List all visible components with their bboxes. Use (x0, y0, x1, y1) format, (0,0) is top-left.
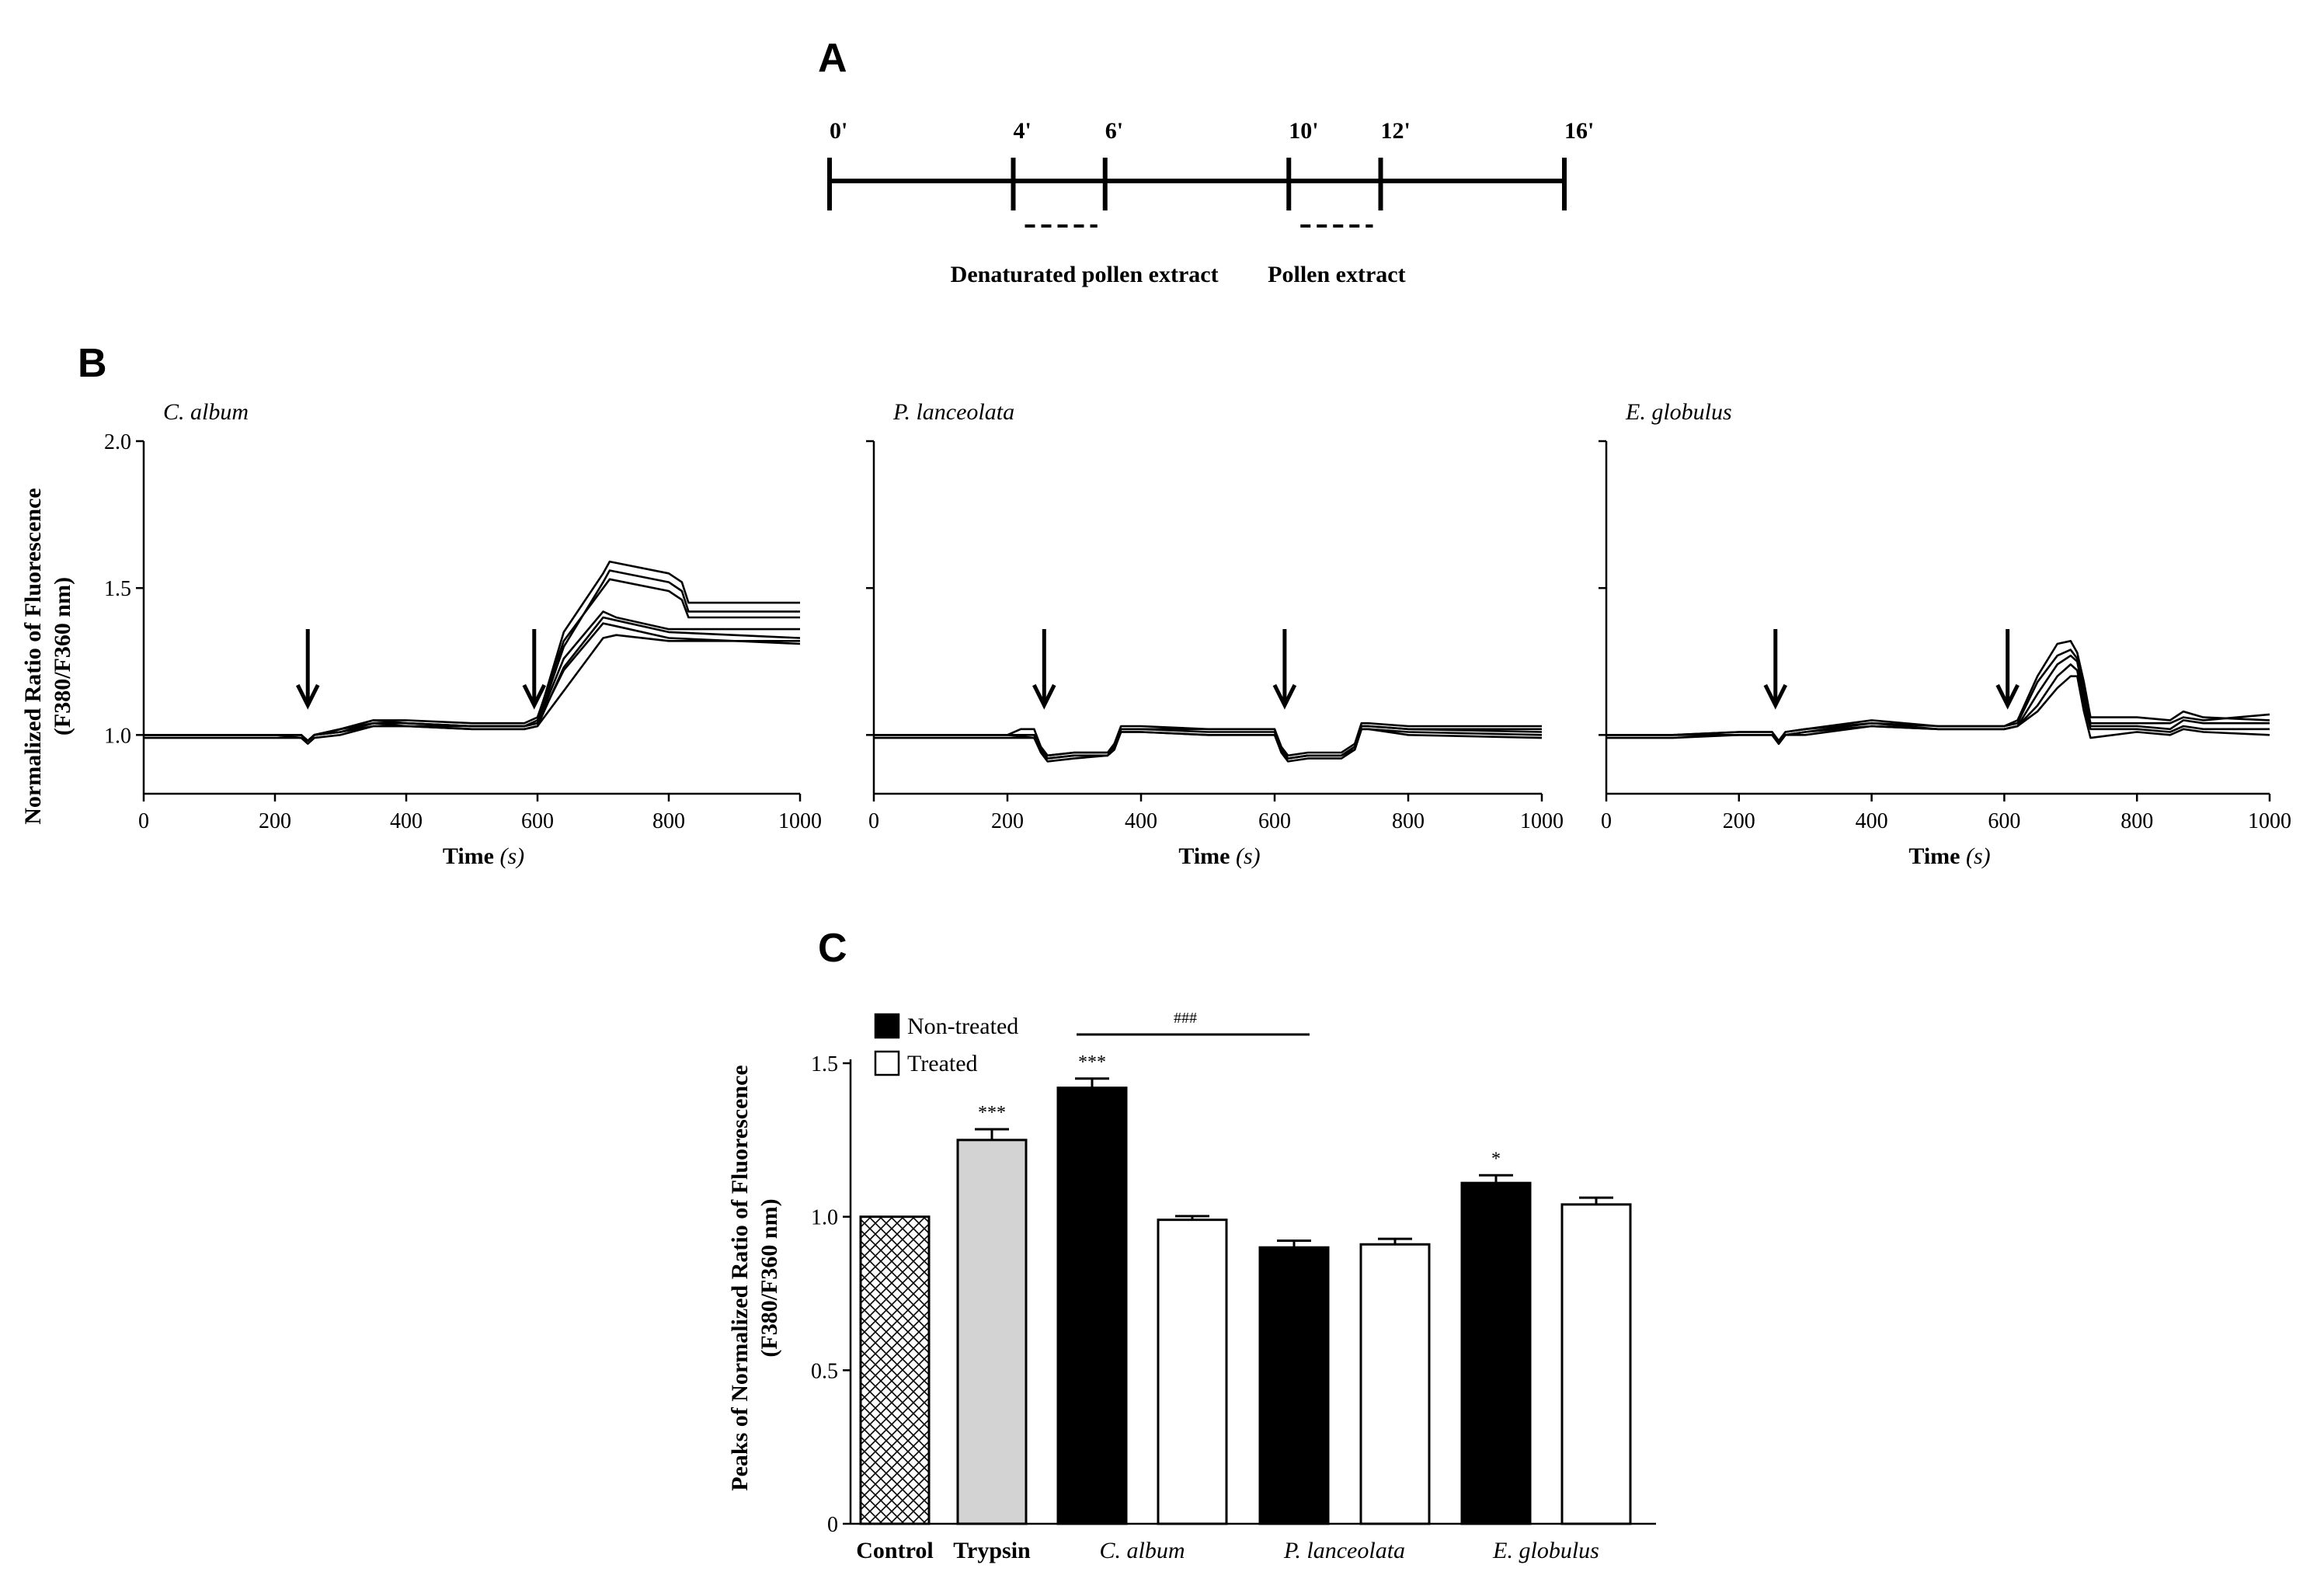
y-tick-label: 0.5 (811, 1359, 838, 1383)
arrow-denatured-extract-head (1032, 683, 1056, 710)
arrow-pollen-extract (522, 629, 547, 710)
x-tick-label: 0 (868, 809, 879, 833)
group-label: E. globulus (1492, 1538, 1599, 1563)
arrow-pollen-extract (1272, 629, 1297, 710)
x-tick-label: 600 (521, 809, 554, 833)
trace-5 (874, 725, 1543, 760)
line-plot-e-globulus: 0 200 400 600 800 1000 Time (s) E. globulus (1599, 399, 2291, 869)
arrow-pollen-extract-head (1995, 683, 2020, 710)
significance-label: * (1491, 1149, 1501, 1169)
bar (1359, 1243, 1431, 1525)
group-label: Trypsin (953, 1538, 1031, 1563)
group-label: P. lanceolata (1283, 1538, 1405, 1563)
trace-3 (1606, 654, 2270, 745)
timeline-tick-label: 6' (1105, 118, 1123, 144)
x-tick-label: 1000 (1520, 809, 1564, 833)
x-tick-label: 600 (1988, 809, 2020, 833)
x-tick-label: 400 (390, 809, 423, 833)
trace-5 (1606, 675, 2270, 742)
plot-title: C. album (163, 399, 249, 425)
trace-4 (144, 610, 800, 742)
treatment-period-label: Pollen extract (1268, 262, 1405, 287)
timeline-tick-label: 10' (1289, 118, 1318, 144)
trace-2 (1606, 648, 2270, 742)
x-axis-label: Time (s) (1178, 843, 1260, 869)
group-label: Control (856, 1538, 933, 1563)
x-tick-label: 400 (1856, 809, 1888, 833)
y-axis-label-unit: (F380/F360 nm) (757, 1198, 782, 1357)
x-tick-label: 200 (991, 809, 1024, 833)
arrow-denatured-extract (1763, 629, 1788, 710)
legend-label: Treated (907, 1051, 978, 1076)
x-tick-label: 200 (259, 809, 291, 833)
line-plot-p-lanceolata: 0 200 400 600 800 1000 Time (s) P. lanceolata (866, 399, 1564, 869)
legend-swatch (874, 1013, 900, 1039)
timeline: 0' 4' 6' 10' 12' 16' Denaturated pollen extrac… (827, 118, 1594, 287)
significance-label: *** (978, 1103, 1006, 1123)
plot-title: P. lanceolata (892, 399, 1014, 425)
trace-7 (144, 634, 800, 745)
significance-label: *** (1078, 1052, 1106, 1073)
timeline-tick-label: 4' (1014, 118, 1032, 144)
bar (1560, 1203, 1632, 1525)
x-tick-label: 0 (1601, 809, 1612, 833)
trace-1 (144, 560, 800, 742)
arrow-pollen-extract-head (522, 683, 547, 710)
trace-3 (874, 722, 1542, 757)
x-tick-label: 400 (1125, 809, 1157, 833)
y-tick-label: 1.0 (811, 1206, 838, 1230)
plot-title: E. globulus (1625, 399, 1732, 425)
group-label: C. album (1099, 1538, 1185, 1563)
bar (1056, 1087, 1128, 1525)
panel-label-c: C (818, 926, 847, 971)
comparison-label: ### (1174, 1010, 1197, 1027)
legend-swatch (874, 1050, 900, 1076)
y-axis-label: Normalized Ratio of Fluorescence (20, 488, 46, 825)
trace-2 (144, 569, 800, 742)
y-tick-label: 1.0 (104, 724, 131, 748)
trace-4 (1606, 663, 2270, 745)
panel-label-a: A (818, 36, 847, 81)
arrow-pollen-extract (1995, 629, 2020, 710)
x-tick-label: 0 (138, 809, 149, 833)
x-tick-label: 800 (1392, 809, 1425, 833)
timeline-tick-label: 0' (830, 118, 847, 144)
y-tick-label: 2.0 (104, 430, 131, 454)
x-tick-label: 800 (2120, 809, 2153, 833)
x-tick-label: 1000 (778, 809, 822, 833)
bar (956, 1139, 1028, 1525)
bar (1460, 1181, 1532, 1525)
y-tick-label: 0 (827, 1513, 838, 1537)
x-tick-label: 1000 (2248, 809, 2291, 833)
panel-label-b: B (78, 341, 107, 386)
legend-label: Non-treated (907, 1014, 1018, 1039)
arrow-denatured-extract (296, 629, 320, 710)
arrow-denatured-extract-head (1763, 683, 1788, 710)
x-axis-label: Time (s) (1908, 843, 1990, 869)
y-tick-label: 1.5 (811, 1052, 838, 1076)
x-tick-label: 800 (652, 809, 685, 833)
trace-6 (144, 622, 801, 742)
arrow-denatured-extract-head (296, 683, 320, 710)
x-tick-label: 200 (1723, 809, 1755, 833)
x-tick-label: 600 (1258, 809, 1291, 833)
timeline-tick-label: 16' (1564, 118, 1594, 144)
x-axis-label: Time (s) (443, 843, 524, 869)
bar (1258, 1246, 1330, 1525)
bar (1157, 1219, 1228, 1525)
y-axis-label-unit: (F380/F360 nm) (50, 577, 75, 735)
timeline-tick-label: 12' (1381, 118, 1411, 144)
arrow-denatured-extract (1032, 629, 1056, 710)
treatment-period-label: Denaturated pollen extract (951, 262, 1219, 287)
bar (859, 1215, 931, 1525)
arrow-pollen-extract-head (1272, 683, 1297, 710)
bar-chart-peaks: 0 0.5 1.0 1.5 Peaks of Normalized Ratio of F… (727, 1010, 1656, 1563)
y-tick-label: 1.5 (104, 577, 131, 601)
trace-1 (874, 725, 1542, 760)
y-axis-label: Peaks of Normalized Ratio of Fluorescenc… (727, 1065, 753, 1490)
line-plot-c-album: 1.0 1.5 2.0 0 200 400 600 800 1000 Time (s) C. alb… (20, 399, 822, 869)
